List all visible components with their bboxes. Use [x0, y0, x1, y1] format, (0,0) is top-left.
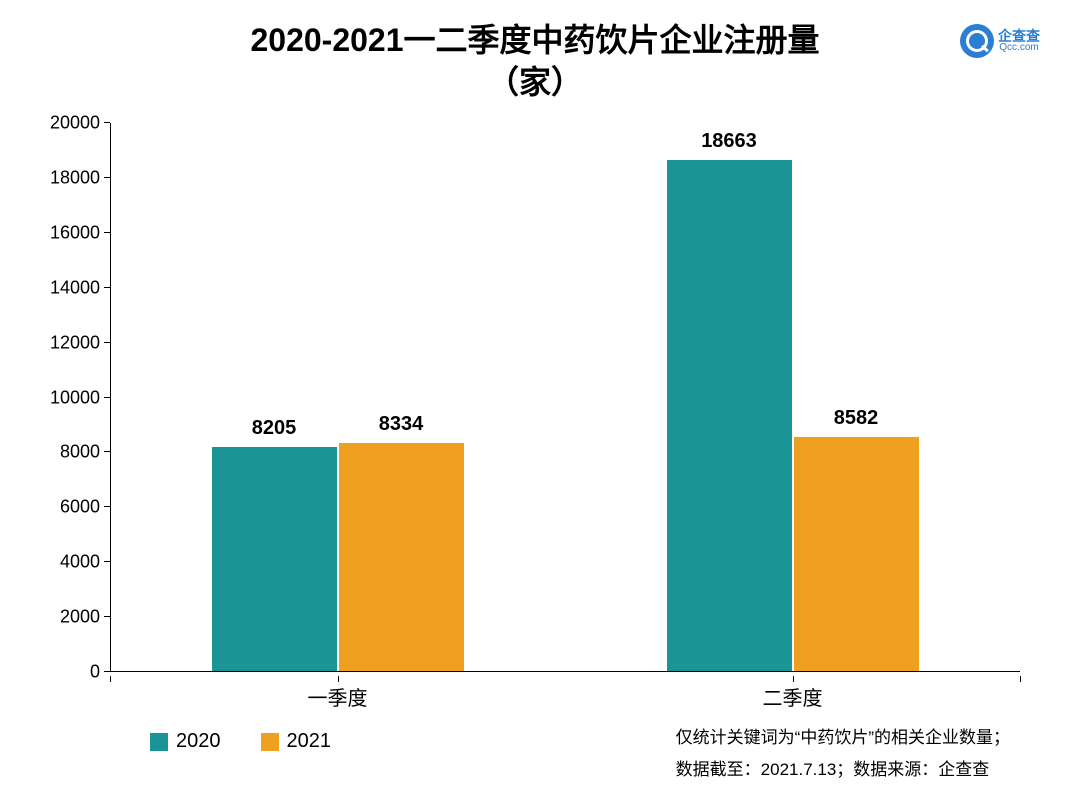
legend-swatch: [150, 733, 168, 751]
legend-item: 2021: [261, 730, 332, 753]
x-tick-mark: [793, 676, 794, 682]
x-tick-label: 一季度: [308, 682, 368, 711]
y-tick-label: 6000: [60, 497, 100, 518]
y-tick-label: 10000: [50, 387, 100, 408]
magnifier-icon: [960, 24, 994, 58]
bar-group: 82058334: [212, 123, 464, 672]
bar: 18663: [667, 160, 792, 672]
bar-group: 186638582: [667, 123, 919, 672]
y-tick-label: 2000: [60, 607, 100, 628]
y-tick-label: 16000: [50, 222, 100, 243]
legend-label: 2021: [287, 730, 332, 753]
legend: 2020 2021: [110, 722, 331, 753]
legend-label: 2020: [176, 730, 221, 753]
y-tick-label: 20000: [50, 113, 100, 134]
x-tick-mark: [110, 676, 111, 682]
legend-item: 2020: [150, 730, 221, 753]
footnote-line: 仅统计关键词为“中药饮片”的相关企业数量；: [676, 722, 1010, 754]
y-tick-label: 8000: [60, 442, 100, 463]
logo-text-cn: 企查查: [998, 29, 1040, 43]
x-axis-line: [110, 671, 1020, 672]
logo-text-en: Qcc.com: [998, 43, 1040, 53]
footnotes: 仅统计关键词为“中药饮片”的相关企业数量；数据截至：2021.7.13；数据来源…: [676, 722, 1020, 787]
brand-logo: 企查查 Qcc.com: [960, 24, 1040, 58]
bar: 8205: [212, 447, 337, 672]
bar-value-label: 8334: [339, 413, 464, 436]
y-tick-label: 18000: [50, 168, 100, 189]
y-tick-label: 0: [90, 662, 100, 683]
legend-swatch: [261, 733, 279, 751]
x-tick-mark: [1020, 676, 1021, 682]
chart-area: 0 2000 4000 6000 8000 10000 12000 14000 16000 180…: [30, 123, 1040, 782]
x-axis-labels: 一季度 二季度: [110, 682, 1020, 712]
y-axis: 0200040006000800010000120001400016000180…: [30, 123, 110, 672]
bar-value-label: 8582: [794, 407, 919, 430]
bar-value-label: 8205: [212, 417, 337, 440]
bar: 8334: [339, 443, 464, 672]
plot-area: 82058334186638582: [110, 123, 1020, 672]
x-tick-label: 二季度: [763, 682, 823, 711]
bar-value-label: 18663: [667, 130, 792, 153]
y-tick-label: 4000: [60, 552, 100, 573]
bar: 8582: [794, 437, 919, 672]
chart-title: 2020-2021一二季度中药饮片企业注册量（家）: [250, 20, 819, 103]
footnote-line: 数据截至：2021.7.13；数据来源：企查查: [676, 754, 1010, 786]
y-tick-label: 14000: [50, 277, 100, 298]
y-tick-label: 12000: [50, 332, 100, 353]
x-tick-mark: [338, 676, 339, 682]
bars-layer: 82058334186638582: [110, 123, 1020, 672]
